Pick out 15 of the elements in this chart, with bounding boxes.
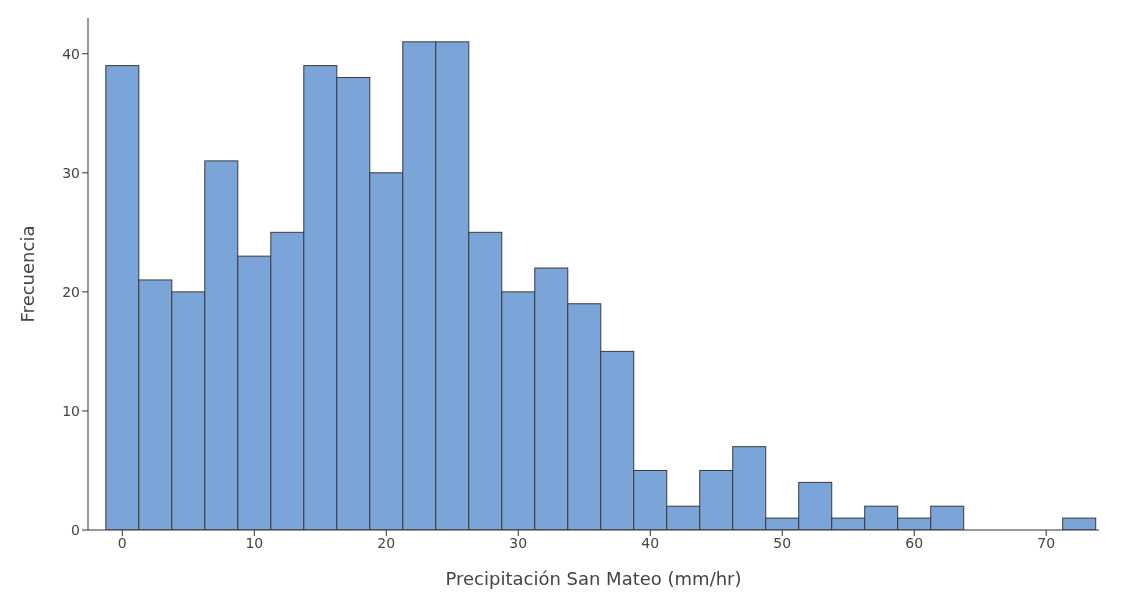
x-tick-label: 60 bbox=[905, 534, 924, 551]
x-tick-label: 30 bbox=[509, 534, 528, 551]
y-tick-label: 10 bbox=[62, 402, 80, 419]
y-tick-label: 0 bbox=[71, 521, 80, 538]
y-tick-label: 20 bbox=[62, 283, 80, 300]
x-axis-title: Precipitación San Mateo (mm/hr) bbox=[445, 568, 742, 589]
x-tick-label: 0 bbox=[117, 534, 127, 551]
x-tick-label: 10 bbox=[245, 534, 264, 551]
y-axis-title: Frecuencia bbox=[17, 225, 39, 323]
x-tick-label: 70 bbox=[1037, 534, 1056, 551]
x-tick-label: 20 bbox=[377, 534, 396, 551]
x-tick-label: 40 bbox=[641, 534, 660, 551]
y-tick-label: 40 bbox=[62, 45, 80, 62]
x-tick-label: 50 bbox=[773, 534, 792, 551]
y-tick-label: 30 bbox=[62, 164, 80, 181]
